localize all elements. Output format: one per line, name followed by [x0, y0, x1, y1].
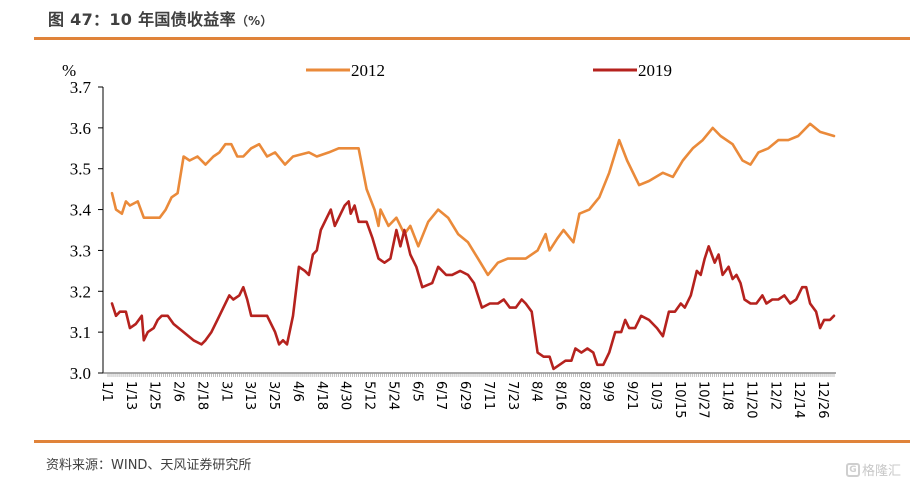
x-tick-label: 3/25	[266, 381, 281, 410]
x-tick-label: 3/1	[218, 381, 233, 402]
axes: % 3.0 3.1 3.2 3.3 3.4 3.5 3.6 3.7 1/1 1/13 1/25 2/6 2…	[62, 61, 836, 418]
x-tick-label: 11/20	[743, 381, 758, 418]
x-tick-label: 10/27	[696, 381, 711, 418]
y-tick-label: 3.4	[70, 201, 92, 220]
source-note: 资料来源：WIND、天风证券研究所	[46, 458, 252, 473]
x-tick-label: 7/23	[505, 381, 520, 410]
x-tick-label: 8/16	[553, 381, 568, 410]
y-tick-label: 3.7	[70, 78, 92, 97]
watermark: G 格隆汇	[846, 460, 901, 479]
x-tick-label: 5/12	[362, 381, 377, 410]
x-tick-label: 10/3	[648, 381, 663, 410]
x-tick-label: 5/24	[385, 381, 400, 410]
x-tick-label: 10/15	[672, 381, 687, 418]
bottom-divider	[34, 440, 910, 443]
x-tick-label: 4/30	[338, 381, 353, 410]
x-tick-label: 6/29	[457, 381, 472, 410]
top-divider	[34, 37, 910, 40]
x-tick-label: 8/28	[576, 381, 591, 410]
y-tick-label: 3.5	[70, 160, 91, 179]
x-tick-label: 2/6	[171, 381, 186, 402]
x-tick-label: 6/17	[433, 381, 448, 410]
figure-title-unit: （%）	[235, 14, 273, 28]
x-tick-label: 4/6	[290, 381, 305, 402]
y-tick-label: 3.3	[70, 241, 91, 260]
x-tick-label: 11/8	[720, 381, 735, 410]
x-tick-label: 9/21	[624, 381, 639, 410]
x-tick-label: 1/13	[123, 381, 138, 410]
g-logo-icon: G	[846, 462, 860, 477]
series-line-2019	[110, 200, 836, 371]
x-tick-label: 3/13	[242, 381, 257, 410]
y-tick-label: 3.1	[70, 323, 91, 342]
y-tick-label: 3.6	[70, 119, 91, 138]
x-tick-label: 12/14	[791, 381, 806, 418]
line-chart: % 3.0 3.1 3.2 3.3 3.4 3.5 3.6 3.7 1/1 1/13 1/25 2/6 2…	[62, 61, 836, 418]
x-tick-label: 1/1	[99, 381, 114, 402]
series-layer	[110, 122, 836, 371]
legend-label-2019: 2019	[638, 61, 672, 80]
x-tick-label: 12/2	[767, 381, 782, 410]
x-tick-label: 7/11	[481, 381, 496, 410]
x-tick-label: 8/4	[529, 381, 544, 402]
y-tick-label: 3.2	[70, 282, 91, 301]
figure-title-text: 图 47：10 年国债收益率	[48, 10, 236, 29]
series-line-2012	[110, 122, 836, 277]
x-tick-label: 1/25	[147, 381, 162, 410]
x-tick-label: 4/18	[314, 381, 329, 410]
x-tick-label: 9/9	[600, 381, 615, 402]
legend: 2012 2019	[306, 61, 672, 80]
watermark-text: 格隆汇	[862, 464, 902, 479]
x-tick-label: 2/18	[194, 381, 209, 410]
figure-title: 图 47：10 年国债收益率（%）	[48, 6, 273, 30]
y-axis-unit-label: %	[62, 61, 76, 80]
x-tick-label: 6/5	[409, 381, 424, 402]
y-tick-label: 3.0	[70, 364, 91, 383]
x-tick-label: 12/26	[815, 381, 830, 418]
legend-label-2012: 2012	[351, 61, 385, 80]
